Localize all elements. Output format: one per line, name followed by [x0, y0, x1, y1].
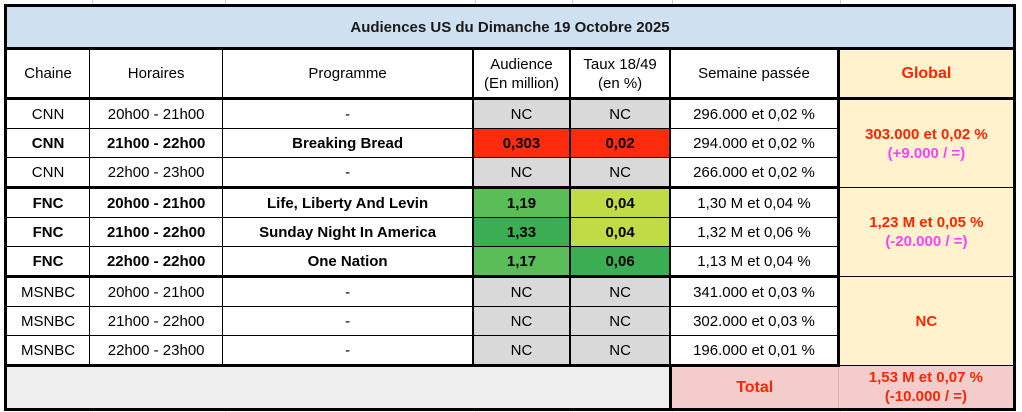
cell-programme: -	[222, 335, 474, 367]
cell-semaine-passee: 1,30 M et 0,04 %	[669, 187, 839, 218]
cell-taux: 0,04	[569, 187, 671, 218]
total-value: 1,53 M et 0,07 % (-10.000 / =)	[837, 365, 1016, 411]
cell-taux: NC	[569, 335, 671, 367]
cell-horaires: 20h00 - 21h00	[89, 276, 224, 307]
gridline-tick	[225, 0, 226, 4]
col-header-chaine: Chaine	[4, 48, 91, 100]
cell-audience: 1,17	[471, 246, 571, 278]
cell-horaires: 21h00 - 22h00	[89, 128, 224, 158]
cell-programme: Sunday Night In America	[222, 217, 474, 247]
cell-taux: NC	[569, 306, 671, 336]
cell-programme: -	[222, 157, 474, 189]
cell-semaine-passee: 266.000 et 0,02 %	[669, 157, 839, 189]
cell-horaires: 22h00 - 23h00	[89, 335, 224, 367]
audience-table: Audiences US du Dimanche 19 Octobre 2025…	[4, 4, 1016, 411]
cell-semaine-passee: 341.000 et 0,03 %	[669, 276, 839, 307]
global-delta: (+9.000 / =)	[887, 144, 966, 162]
total-empty-cell	[5, 365, 672, 411]
cell-taux: NC	[569, 276, 671, 307]
cell-audience: NC	[471, 98, 571, 129]
cell-horaires: 20h00 - 21h00	[89, 98, 224, 129]
col-header-horaires: Horaires	[89, 48, 224, 100]
cell-audience: NC	[471, 335, 571, 367]
total-value-line1: 1,53 M et 0,07 %	[868, 369, 983, 386]
global-value: 1,23 M et 0,05 %	[869, 214, 984, 231]
cell-chaine: FNC	[4, 187, 91, 218]
cell-programme: -	[222, 98, 474, 129]
col-header-semaine-passee: Semaine passée	[669, 48, 839, 100]
gridline-tick	[475, 0, 476, 4]
cell-audience: 1,33	[471, 217, 571, 247]
cell-programme: -	[222, 306, 474, 336]
cell-chaine: CNN	[4, 98, 91, 129]
cell-taux: 0,06	[569, 246, 671, 278]
gridline-tick	[672, 0, 673, 4]
total-value-line2: (-10.000 / =)	[884, 388, 967, 405]
cell-audience: NC	[471, 276, 571, 307]
cell-horaires: 21h00 - 22h00	[89, 217, 224, 247]
cell-horaires: 20h00 - 21h00	[89, 187, 224, 218]
cell-chaine: FNC	[4, 246, 91, 278]
global-delta: (-20.000 / =)	[885, 233, 968, 250]
cell-programme: Breaking Bread	[222, 128, 474, 158]
cell-chaine: MSNBC	[4, 306, 91, 336]
global-value: NC	[915, 312, 938, 330]
cell-taux: NC	[569, 98, 671, 129]
cell-programme: One Nation	[222, 246, 474, 278]
cell-audience: NC	[471, 306, 571, 336]
cell-global-fnc: 1,23 M et 0,05 % (-20.000 / =)	[836, 187, 1016, 277]
col-header-taux: Taux 18/49 (en %)	[569, 48, 671, 100]
cell-programme: -	[222, 276, 474, 307]
cell-chaine: MSNBC	[4, 276, 91, 307]
gridline-tick	[572, 0, 573, 4]
col-header-programme: Programme	[222, 48, 474, 100]
cell-chaine: MSNBC	[4, 335, 91, 367]
cell-taux: 0,04	[569, 217, 671, 247]
cell-semaine-passee: 196.000 et 0,01 %	[669, 335, 839, 367]
gridline-tick	[92, 0, 93, 4]
table-title: Audiences US du Dimanche 19 Octobre 2025	[5, 5, 1015, 50]
total-label: Total	[669, 365, 839, 411]
col-header-global: Global	[836, 48, 1016, 100]
cell-horaires: 22h00 - 23h00	[89, 157, 224, 189]
cell-global-msnbc: NC	[836, 276, 1016, 366]
cell-semaine-passee: 296.000 et 0,02 %	[669, 98, 839, 129]
cell-audience: 1,19	[471, 187, 571, 218]
cell-semaine-passee: 302.000 et 0,03 %	[669, 306, 839, 336]
cell-audience: 0,303	[471, 128, 571, 158]
cell-semaine-passee: 294.000 et 0,02 %	[669, 128, 839, 158]
cell-semaine-passee: 1,13 M et 0,04 %	[669, 246, 839, 278]
global-value: 303.000 et 0,02 %	[865, 125, 988, 143]
cell-programme: Life, Liberty And Levin	[222, 187, 474, 218]
cropped-row-above	[4, 0, 1016, 4]
cell-horaires: 22h00 - 22h00	[89, 246, 224, 278]
cell-semaine-passee: 1,32 M et 0,06 %	[669, 217, 839, 247]
col-header-audience: Audience (En million)	[471, 48, 571, 100]
cell-chaine: CNN	[4, 128, 91, 158]
cell-chaine: CNN	[4, 157, 91, 189]
gridline-tick	[840, 0, 841, 4]
cell-chaine: FNC	[4, 217, 91, 247]
cell-taux: 0,02	[569, 128, 671, 158]
cell-taux: NC	[569, 157, 671, 189]
cell-horaires: 21h00 - 22h00	[89, 306, 224, 336]
cell-global-cnn: 303.000 et 0,02 % (+9.000 / =)	[836, 98, 1016, 188]
cell-audience: NC	[471, 157, 571, 189]
